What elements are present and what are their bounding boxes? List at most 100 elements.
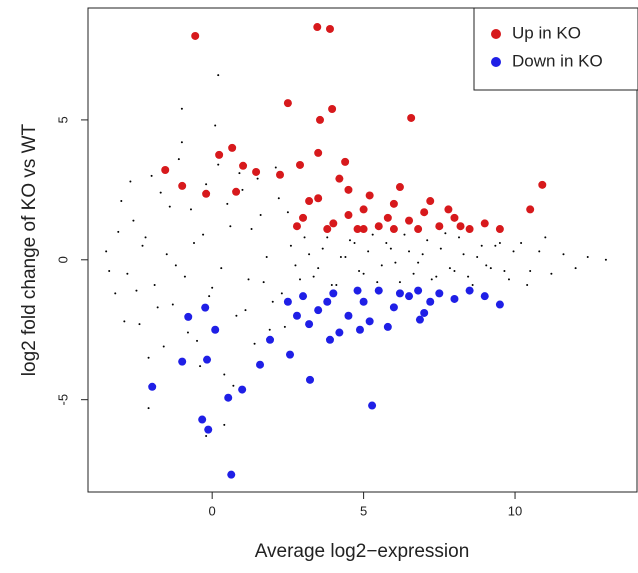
- point: [227, 470, 236, 479]
- point: [495, 225, 504, 234]
- small-point: [538, 250, 541, 253]
- small-point: [330, 283, 333, 286]
- point: [266, 335, 275, 344]
- small-point: [156, 306, 159, 309]
- point: [299, 292, 308, 301]
- y-tick-label: 5: [55, 116, 70, 123]
- point: [420, 308, 429, 317]
- legend-marker: [491, 29, 501, 39]
- x-axis-title: Average log2−expression: [255, 541, 470, 562]
- point: [383, 213, 392, 222]
- point: [344, 211, 353, 220]
- point: [238, 385, 247, 394]
- small-point: [303, 236, 306, 239]
- small-point: [458, 236, 461, 239]
- point: [252, 167, 261, 176]
- small-point: [353, 242, 356, 245]
- point: [314, 194, 323, 203]
- plot-frame: [87, 7, 638, 493]
- point: [161, 165, 170, 174]
- small-point: [586, 255, 589, 258]
- small-point: [168, 205, 171, 208]
- small-point: [114, 292, 117, 295]
- small-point: [238, 172, 241, 175]
- point: [202, 189, 211, 198]
- small-point: [489, 267, 492, 270]
- point: [395, 183, 404, 192]
- small-point: [280, 292, 283, 295]
- small-point: [562, 253, 565, 256]
- small-point: [244, 309, 247, 312]
- small-point: [448, 267, 451, 270]
- small-point: [439, 247, 442, 250]
- small-point: [205, 435, 208, 438]
- small-point: [253, 342, 256, 345]
- small-point: [408, 250, 411, 253]
- point: [538, 180, 547, 189]
- x-tick-label: 10: [508, 503, 522, 518]
- small-point: [421, 253, 424, 256]
- point: [465, 225, 474, 234]
- point: [407, 113, 416, 122]
- small-point: [294, 264, 297, 267]
- small-point: [604, 258, 607, 261]
- legend-label: Down in KO: [512, 51, 603, 70]
- small-point: [235, 314, 238, 317]
- points: [105, 23, 607, 479]
- point: [335, 174, 344, 183]
- point: [296, 160, 305, 169]
- y-tick-label: -5: [55, 394, 70, 406]
- small-point: [376, 281, 379, 284]
- small-point: [189, 208, 192, 211]
- point: [178, 357, 187, 366]
- point: [178, 181, 187, 190]
- legend: Up in KO Down in KO: [473, 7, 638, 91]
- small-point: [126, 272, 129, 275]
- point: [395, 289, 404, 298]
- point: [368, 401, 377, 410]
- small-point: [144, 236, 147, 239]
- small-point: [289, 244, 292, 247]
- small-point: [274, 166, 277, 169]
- point: [276, 170, 285, 179]
- point: [239, 161, 248, 170]
- small-point: [217, 74, 220, 77]
- point: [480, 292, 489, 301]
- point: [305, 375, 314, 384]
- small-point: [476, 255, 479, 258]
- point: [414, 225, 423, 234]
- small-point: [312, 275, 315, 278]
- point: [526, 205, 535, 214]
- point: [383, 322, 392, 331]
- point: [426, 297, 435, 306]
- point: [344, 185, 353, 194]
- point: [405, 292, 414, 301]
- small-point: [283, 325, 286, 328]
- point: [465, 286, 474, 295]
- point: [359, 297, 368, 306]
- point: [405, 216, 414, 225]
- small-point: [344, 255, 347, 258]
- point: [435, 289, 444, 298]
- small-point: [232, 384, 235, 387]
- small-point: [498, 242, 501, 245]
- small-point: [214, 124, 217, 127]
- small-point: [367, 250, 370, 253]
- small-point: [358, 269, 361, 272]
- small-point: [417, 261, 420, 264]
- small-point: [520, 242, 523, 245]
- small-point: [453, 269, 456, 272]
- point: [191, 31, 200, 40]
- small-point: [205, 183, 208, 186]
- small-point: [398, 281, 401, 284]
- point: [344, 311, 353, 320]
- point: [328, 104, 337, 113]
- point: [314, 148, 323, 157]
- small-point: [485, 264, 488, 267]
- small-point: [241, 188, 244, 191]
- point: [211, 325, 220, 334]
- small-point: [174, 264, 177, 267]
- point: [374, 222, 383, 231]
- small-point: [186, 331, 189, 334]
